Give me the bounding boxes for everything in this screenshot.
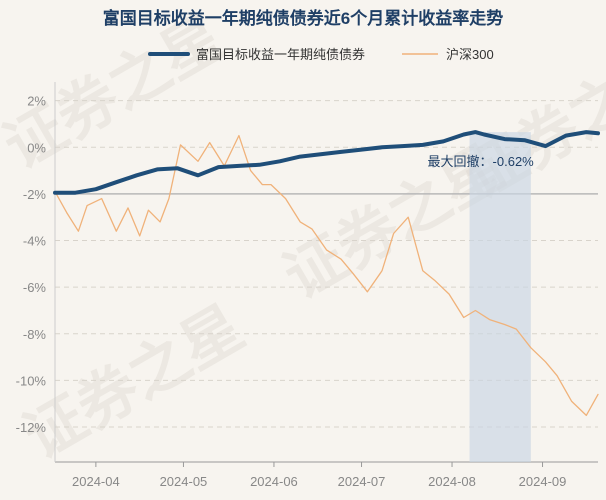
y-axis-ticks: 2% 0% -2% -4% -6% -8% -10% -12% xyxy=(16,94,47,435)
x-tick-label: 2024-06 xyxy=(250,474,298,489)
series-line-fund xyxy=(53,130,600,195)
x-tick-label: 2024-05 xyxy=(160,474,208,489)
watermark-text: 证券之星 xyxy=(13,293,254,471)
x-tick-label: 2024-08 xyxy=(428,474,476,489)
series-line-hs300 xyxy=(54,134,599,417)
y-tick-label: -12% xyxy=(16,420,47,435)
y-tick-label: 2% xyxy=(27,94,46,109)
y-tick-label: -4% xyxy=(23,234,47,249)
x-axis-ticks: 2024-04 2024-05 2024-06 2024-07 2024-08 2024-… xyxy=(72,462,566,489)
legend: 富国目标收益一年期纯债债券 沪深300 xyxy=(148,47,494,62)
chart-title: 富国目标收益一年期纯债债券近6个月累计收益率走势 xyxy=(103,8,503,28)
x-tick-label: 2024-07 xyxy=(338,474,386,489)
y-tick-label: -8% xyxy=(23,327,47,342)
series-layer xyxy=(53,130,600,417)
max-drawdown-label: 最大回撤：-0.62% xyxy=(428,154,535,169)
legend-label-hs300: 沪深300 xyxy=(446,47,494,62)
legend-label-fund: 富国目标收益一年期纯债债券 xyxy=(196,47,365,62)
drawdown-band-rect xyxy=(469,132,531,463)
y-tick-label: -10% xyxy=(16,373,47,388)
y-tick-label: -6% xyxy=(23,280,47,295)
drawdown-band xyxy=(469,132,531,463)
y-tick-label: 0% xyxy=(27,140,46,155)
x-tick-label: 2024-04 xyxy=(72,474,120,489)
y-tick-label: -2% xyxy=(23,187,47,202)
x-tick-label: 2024-09 xyxy=(519,474,567,489)
